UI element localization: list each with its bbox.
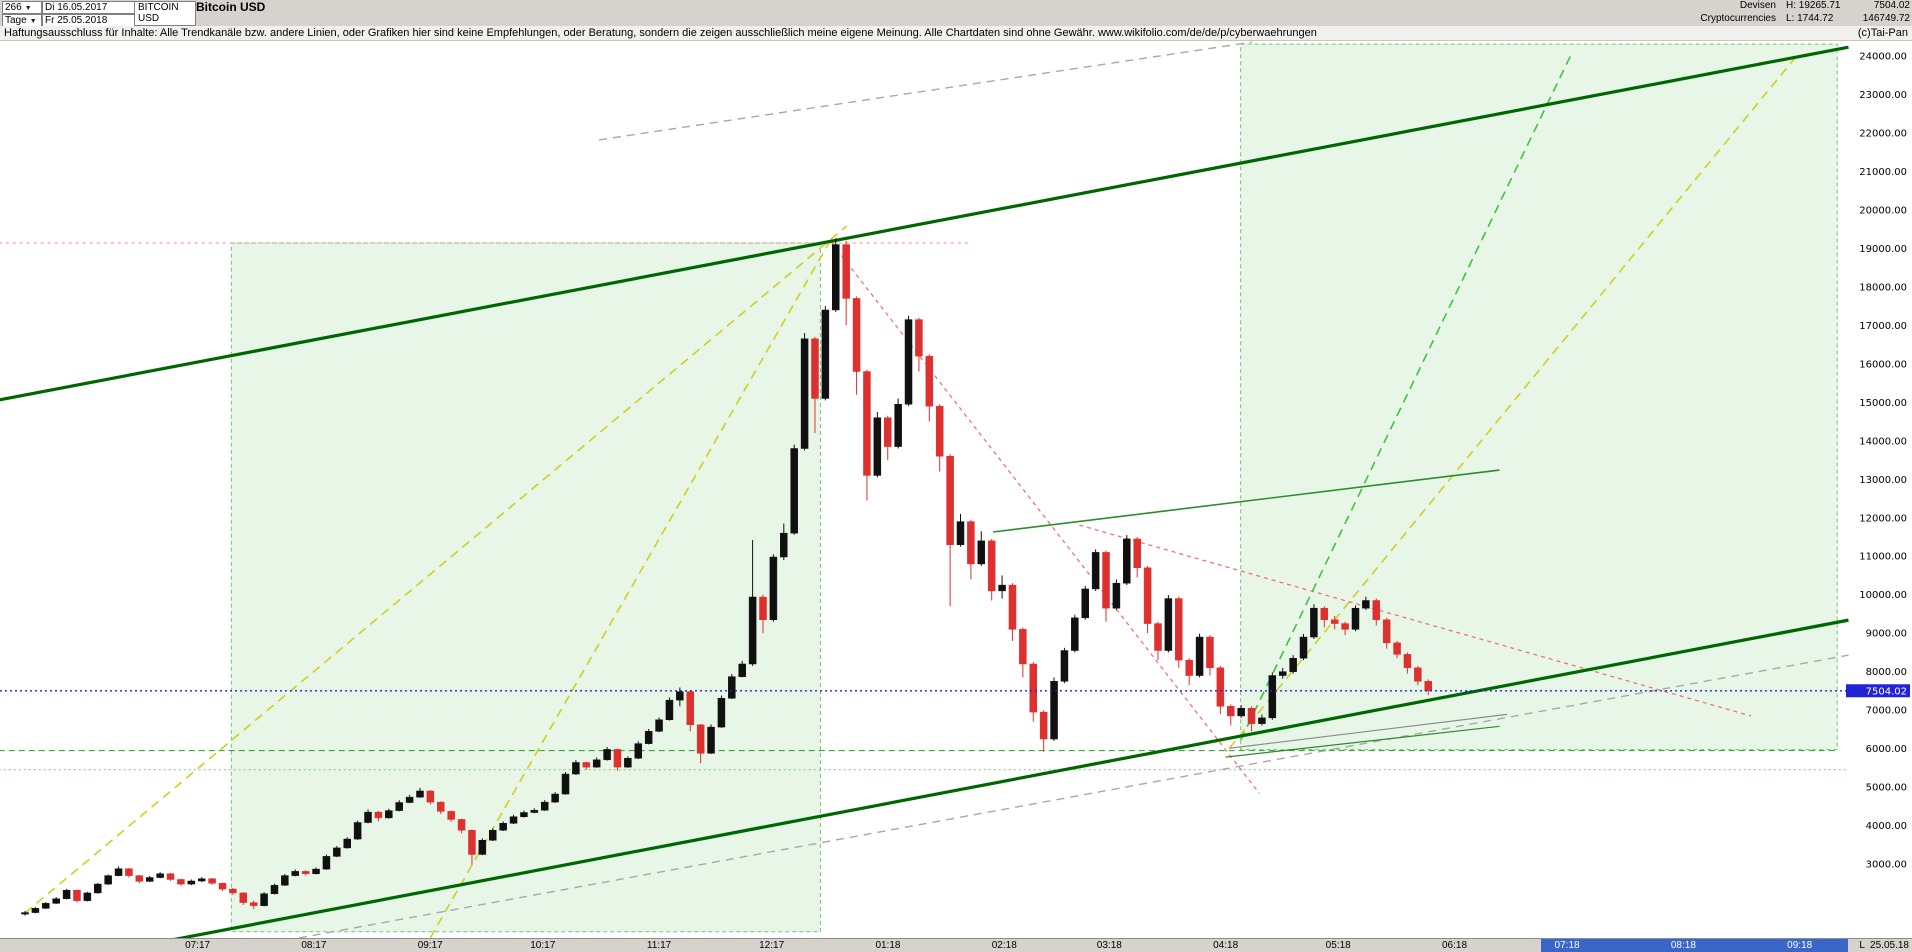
- x-tick-01-18: 01:18: [875, 940, 901, 951]
- bars-count-value: 266: [5, 2, 22, 13]
- x-tick-09-18: 09:18: [1787, 940, 1813, 951]
- secondary-value: 146749.72: [1862, 13, 1910, 24]
- end-date-value: Fr 25.05.2018: [45, 15, 108, 26]
- x-tick-06-18: 06:18: [1441, 940, 1468, 951]
- price-tick-label: 20000.00: [1859, 205, 1907, 216]
- support-short-gray: [1229, 713, 1508, 749]
- current-price-badge-label: 7504.02: [1866, 686, 1907, 697]
- projection-highlight: [1541, 939, 1848, 952]
- price-tick-label: 24000.00: [1859, 52, 1907, 63]
- symbol-currency: USD: [138, 13, 160, 24]
- chevron-down-icon: ▼: [29, 18, 37, 25]
- x-tick-03-18: 03:18: [1096, 940, 1122, 951]
- price-tick-label: 3000.00: [1866, 860, 1907, 871]
- chevron-down-icon: ▼: [24, 5, 32, 12]
- subcategory-label: Cryptocurrencies: [1700, 13, 1776, 24]
- x-tick-05-18: 05:18: [1325, 940, 1351, 951]
- price-tick-label: 8000.00: [1866, 667, 1907, 678]
- price-tick-label: 10000.00: [1859, 590, 1907, 601]
- green-rise-projection: [1239, 54, 1572, 741]
- x-tick-09-17: 09:17: [417, 940, 443, 951]
- chart-area: 7504.02 3000.00 4000.00 5000.00 6000.00 7000.…: [0, 41, 1912, 938]
- x-tick-11-17: 11:17: [646, 940, 672, 951]
- candles: [21, 238, 1432, 916]
- x-tick-04-18: 04:18: [1213, 940, 1239, 951]
- last-price-value: 7504.02: [1873, 0, 1910, 11]
- price-tick-label: 7000.00: [1866, 706, 1907, 717]
- channel-top: [0, 45, 1849, 402]
- trend-box-2017: [230, 242, 821, 933]
- price-tick-label: 12000.00: [1859, 513, 1907, 524]
- start-date-field[interactable]: Di 16.05.2017: [42, 1, 136, 14]
- x-tick-12-17: 12:17: [759, 940, 785, 951]
- price-tick-label: 6000.00: [1866, 744, 1907, 755]
- price-tick-label: 17000.00: [1859, 321, 1907, 332]
- price-tick-label: 15000.00: [1859, 398, 1907, 409]
- current-price-badge: [1846, 684, 1910, 698]
- projection-box-2018: [1240, 43, 1838, 751]
- price-tick-label: 14000.00: [1859, 436, 1907, 447]
- high-value: H: 19265.71: [1786, 0, 1841, 11]
- page-title: Bitcoin USD: [196, 0, 266, 14]
- horizontal-levels: [0, 242, 1849, 771]
- price-tick-label: 5000.00: [1866, 783, 1907, 794]
- x-tick-10-17: 10:17: [530, 940, 556, 951]
- channel-bottom: [173, 618, 1849, 938]
- price-tick-label: 16000.00: [1859, 359, 1907, 370]
- yellow-rise-1: [24, 225, 848, 914]
- period-value: Tage: [5, 15, 27, 26]
- gray-trend-long: [298, 654, 1849, 938]
- support-short-green: [1225, 725, 1500, 758]
- toolbar: 266 ▼ Di 16.05.2017 Tage ▼ Fr 25.05.2018 B…: [0, 0, 1912, 27]
- trend-boxes: [230, 43, 1838, 933]
- x-tick-02-18: 02:18: [991, 940, 1017, 951]
- price-tick-label: 18000.00: [1859, 282, 1907, 293]
- header-right-row-2: Cryptocurrencies L: 1744.72 146749.72: [1680, 13, 1910, 25]
- last-date-label: L 25.05.18: [1859, 940, 1909, 951]
- red-fan-steep: [831, 242, 1260, 794]
- header-right-row-1: Devisen H: 19265.71 7504.02: [1680, 0, 1910, 12]
- time-axis[interactable]: 07:17 08:17 09:17 10:17 11:17 12:17 01:18 02:18…: [0, 938, 1912, 952]
- low-value: L: 1744.72: [1786, 13, 1834, 24]
- price-axis: 3000.00 4000.00 5000.00 6000.00 7000.00 8000.…: [1859, 52, 1907, 871]
- price-tick-label: 13000.00: [1859, 475, 1907, 486]
- x-tick-07-18: 07:18: [1554, 940, 1580, 951]
- gray-trend-upper: [598, 41, 1253, 141]
- price-tick-label: 9000.00: [1866, 629, 1907, 640]
- disclaimer-bar: Haftungsausschluss für Inhalte: Alle Tre…: [0, 26, 1912, 41]
- disclaimer-text: Haftungsausschluss für Inhalte: Alle Tre…: [4, 27, 1317, 39]
- bars-count-dropdown[interactable]: 266 ▼: [2, 1, 42, 14]
- price-tick-label: 11000.00: [1859, 552, 1907, 563]
- symbol-field[interactable]: BITCOIN USD: [134, 1, 196, 26]
- price-tick-label: 23000.00: [1859, 90, 1907, 101]
- trendlines: [0, 41, 1849, 938]
- price-tick-label: 19000.00: [1859, 244, 1907, 255]
- price-tick-label: 22000.00: [1859, 128, 1907, 139]
- x-tick-08-18: 08:18: [1670, 940, 1696, 951]
- category-label: Devisen: [1739, 0, 1776, 11]
- symbol-name: BITCOIN: [138, 2, 179, 13]
- x-tick-08-17: 08:17: [301, 940, 327, 951]
- x-tick-07-17: 07:17: [185, 940, 211, 951]
- price-tick-label: 21000.00: [1859, 167, 1907, 178]
- start-date-value: Di 16.05.2017: [45, 2, 108, 13]
- copyright-label: (c)Tai-Pan: [1857, 27, 1908, 39]
- mid-resistance-green: [992, 469, 1500, 533]
- price-chart[interactable]: 7504.02 3000.00 4000.00 5000.00 6000.00 7000.…: [0, 41, 1912, 938]
- price-tick-label: 4000.00: [1866, 821, 1907, 832]
